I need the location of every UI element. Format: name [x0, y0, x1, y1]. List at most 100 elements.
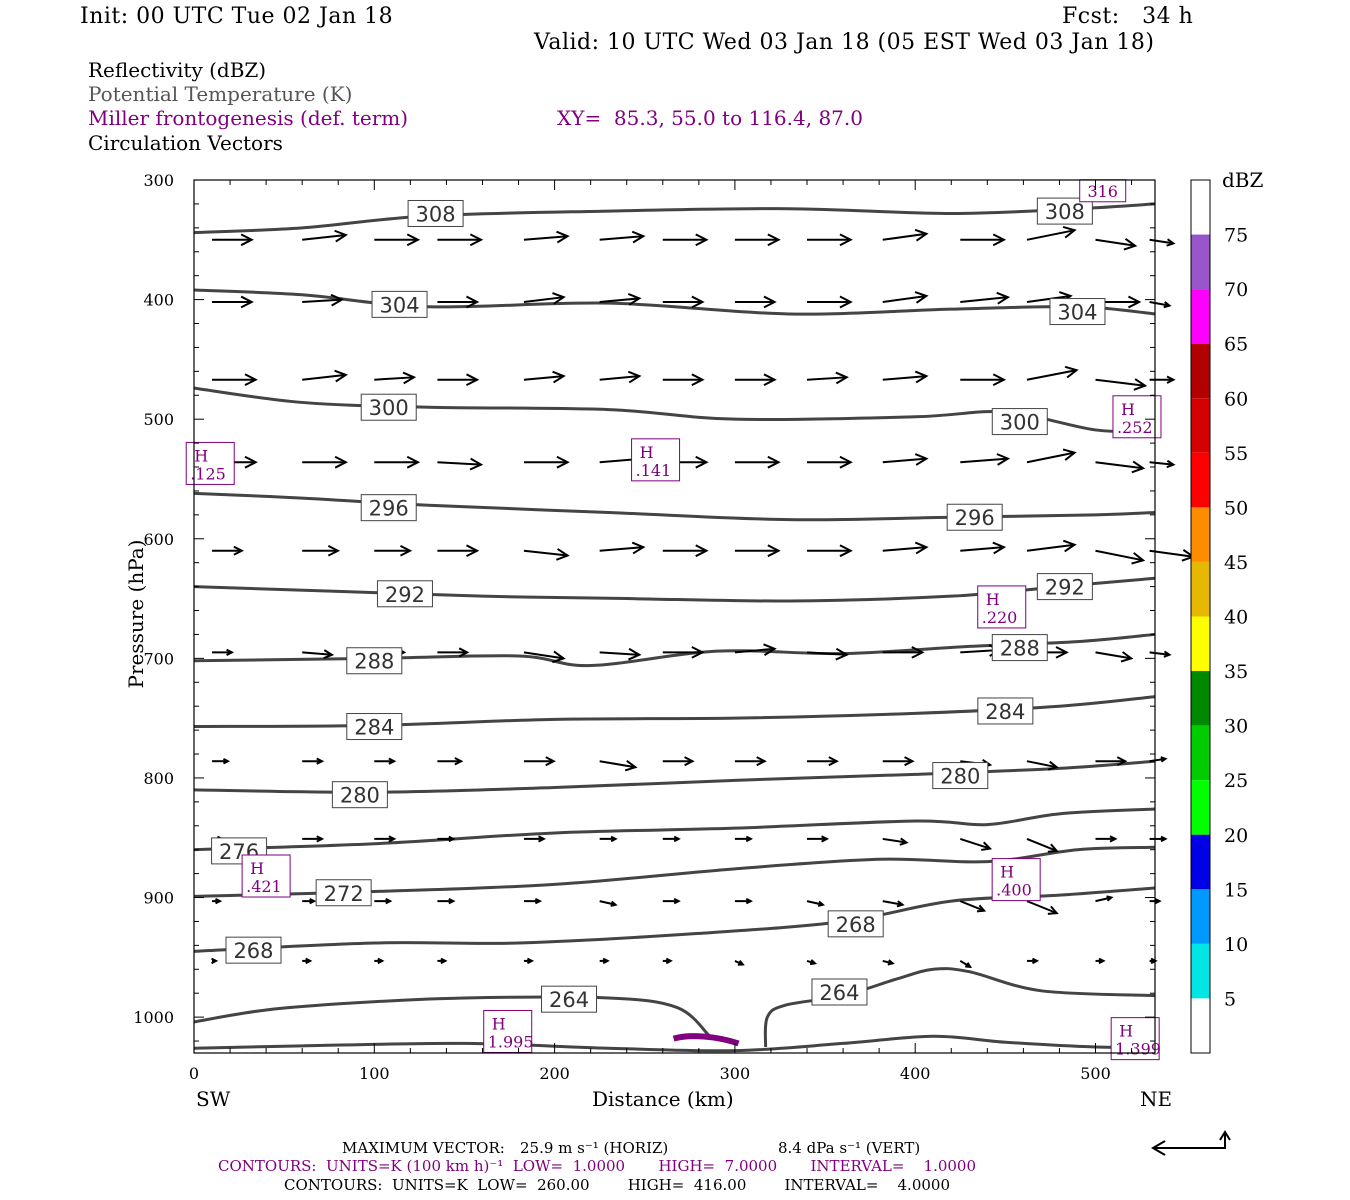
circulation-vector-head	[745, 897, 753, 905]
circulation-vector-head	[406, 233, 421, 247]
frontogenesis-max-value: .400	[996, 881, 1032, 900]
circulation-vector-head	[545, 756, 556, 767]
circulation-vector-head	[377, 957, 385, 965]
circulation-vector-head	[914, 228, 929, 242]
circulation-vector-head	[684, 756, 695, 767]
colorbar-segment	[1191, 234, 1210, 290]
frontogenesis-max-box	[991, 858, 1041, 902]
isentrope-label: 300	[1000, 411, 1040, 435]
isentrope-line	[193, 845, 1156, 898]
colorbar-label: 15	[1224, 879, 1248, 901]
circulation-vector	[882, 546, 927, 552]
circulation-vector	[1149, 238, 1174, 245]
frontogenesis-max-h: H	[194, 446, 208, 465]
frontogenesis-max-h: H	[250, 859, 264, 878]
circulation-vector-head	[330, 293, 345, 307]
circulation-vector-head	[458, 647, 470, 658]
frontogenesis-max-value: 316	[1087, 182, 1118, 201]
isentrope-label: 280	[940, 765, 980, 789]
circulation-vector-head	[767, 233, 781, 247]
circulation-vector	[302, 234, 346, 241]
circulation-vector-head	[316, 757, 325, 765]
circulation-vector-head	[466, 295, 480, 309]
y-tick-label: 500	[143, 410, 174, 429]
circulation-vector	[959, 900, 985, 912]
colorbar-segment	[1191, 343, 1210, 399]
colorbar-segment	[1191, 452, 1210, 508]
circulation-vector-head	[631, 230, 646, 244]
isentrope-label-box	[811, 978, 868, 1006]
isentrope-label-box	[407, 199, 464, 227]
isentrope-line	[193, 288, 1156, 316]
circulation-vector-head	[896, 900, 905, 908]
circulation-vector-head	[388, 757, 397, 765]
isentrope-label: 292	[385, 583, 425, 607]
isentrope-label: 272	[324, 882, 364, 906]
frontogenesis-max-h: H	[492, 1014, 506, 1033]
circulation-vector-head	[448, 835, 456, 843]
colorbar-label: 50	[1224, 497, 1248, 519]
circulation-vector	[1095, 461, 1144, 470]
circulation-vector-head	[454, 757, 464, 766]
circulation-vector-head	[673, 835, 681, 843]
isentrope-label-box	[315, 879, 372, 907]
circulation-vector-head	[552, 292, 566, 305]
y-tick-label: 800	[143, 769, 174, 788]
isentrope-label-box	[346, 713, 403, 741]
isentrope-label: 308	[1045, 200, 1085, 224]
circulation-vector	[806, 900, 824, 906]
circulation-vector-head	[1062, 448, 1077, 461]
circulation-vector	[302, 651, 333, 656]
circulation-vector-head	[316, 835, 325, 843]
circulation-vector-head	[996, 453, 1011, 466]
circulation-vector-head	[466, 544, 480, 558]
isentrope-label-box	[541, 985, 598, 1013]
frontogenesis-max-value: .141	[636, 461, 672, 480]
circulation-vector-head	[211, 957, 219, 965]
circulation-vector	[599, 297, 640, 303]
circulation-vector-head	[914, 541, 929, 555]
circulation-vector	[599, 651, 640, 656]
circulation-vector-head	[1098, 957, 1106, 965]
circulation-vector	[960, 296, 1008, 303]
circulation-vector-head	[1123, 238, 1138, 251]
colorbar-segment	[1191, 889, 1210, 944]
circulation-vector-head	[402, 371, 417, 385]
circulation-vector-head	[627, 370, 642, 384]
circulation-vector-head	[1047, 843, 1059, 853]
circulation-vector-head	[1116, 756, 1128, 767]
isentrope-label: 288	[354, 650, 394, 674]
circulation-vector	[734, 647, 775, 654]
circulation-vector	[1095, 378, 1146, 387]
circulation-vector	[437, 461, 482, 466]
colorbar-segment	[1191, 616, 1210, 672]
colorbar-segment	[1191, 998, 1210, 1053]
circulation-vector-head	[406, 455, 421, 469]
circulation-vector-head	[1166, 459, 1176, 469]
circulation-vector	[599, 546, 644, 552]
legend-circulation-vectors: Circulation Vectors	[88, 131, 283, 155]
isentrope-label-box	[376, 580, 433, 608]
circulation-vector	[1026, 900, 1058, 915]
circulation-vector-head	[839, 544, 853, 558]
circulation-vector	[599, 900, 616, 906]
circulation-vector	[1095, 238, 1136, 247]
isentrope-label: 284	[354, 716, 394, 740]
colorbar-label: 75	[1224, 225, 1248, 247]
colorbar-label: 40	[1224, 607, 1248, 629]
colorbar-segment	[1191, 725, 1210, 781]
legend-frontogenesis: Miller frontogenesis (def. term)	[88, 106, 409, 130]
colorbar-label: 25	[1224, 770, 1248, 792]
x-tick-label: 0	[189, 1064, 199, 1083]
circulation-vector-head	[400, 544, 413, 557]
circulation-vector-head	[448, 897, 456, 905]
isentrope-label-box	[991, 408, 1048, 436]
circulation-vector-head	[226, 648, 235, 656]
circulation-vector-head	[1131, 460, 1146, 474]
colorbar-label: 35	[1224, 661, 1248, 683]
circulation-vector	[882, 837, 907, 844]
circulation-vector	[1026, 543, 1075, 552]
circulation-vector-head	[240, 295, 254, 309]
colorbar-segment	[1191, 289, 1210, 344]
circulation-vector	[523, 235, 568, 241]
